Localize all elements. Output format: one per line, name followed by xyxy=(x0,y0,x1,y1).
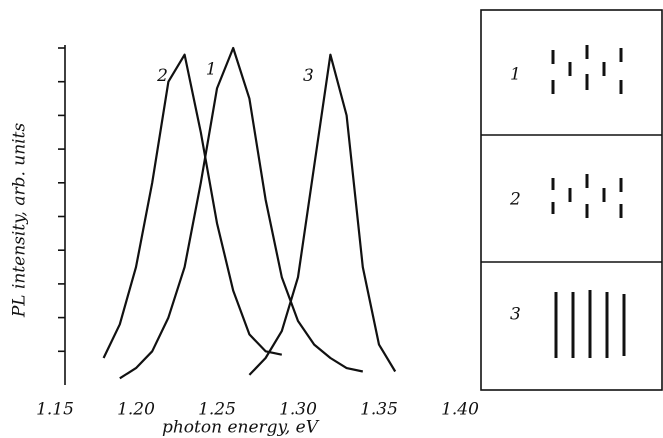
curve-label: 2 xyxy=(156,66,168,86)
y-axis-label: PL intensity, arb. units xyxy=(10,123,30,319)
x-tick-label: 1.40 xyxy=(441,400,479,420)
x-axis-label: photon energy, eV xyxy=(162,418,320,438)
x-tick-label: 1.35 xyxy=(360,400,398,420)
structure-diagram xyxy=(554,290,626,358)
panel-label: 3 xyxy=(510,305,521,325)
structure-diagram xyxy=(551,45,623,94)
curve xyxy=(248,53,397,376)
x-tick-label: 1.15 xyxy=(36,400,74,420)
curve-label: 3 xyxy=(303,66,314,86)
structure-diagram xyxy=(551,174,623,218)
panel-label: 2 xyxy=(509,190,521,210)
curve-label: 1 xyxy=(206,60,217,80)
curve xyxy=(102,53,283,359)
inset-frame xyxy=(480,9,663,391)
x-tick-label: 1.25 xyxy=(198,400,236,420)
curve xyxy=(119,46,364,380)
x-tick-label: 1.20 xyxy=(117,400,155,420)
panel-label: 1 xyxy=(510,65,521,85)
x-tick-label: 1.30 xyxy=(279,400,317,420)
